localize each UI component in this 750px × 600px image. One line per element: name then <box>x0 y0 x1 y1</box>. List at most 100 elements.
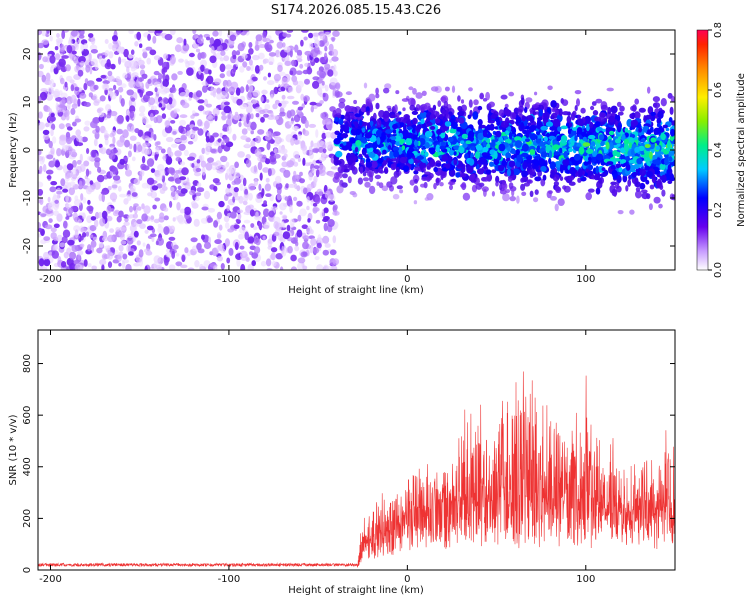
heatmap-cell <box>142 133 146 140</box>
heatmap-cell <box>289 70 294 75</box>
heatmap-cell <box>458 117 465 124</box>
heatmap-cell <box>586 123 590 132</box>
heatmap-cell <box>136 240 141 246</box>
heatmap-cell <box>87 156 92 161</box>
heatmap-cell <box>273 73 281 82</box>
heatmap-cell <box>670 128 675 137</box>
heatmap-cell <box>79 92 87 99</box>
heatmap-cell <box>50 227 57 233</box>
heatmap-cell <box>43 236 51 242</box>
heatmap-cell <box>55 97 63 102</box>
snr-x-axis-label: Height of straight line (km) <box>288 585 424 596</box>
heatmap-cell <box>175 253 180 257</box>
heatmap-cell <box>120 240 127 245</box>
heatmap-cell <box>171 250 176 259</box>
heatmap-cell <box>625 155 630 162</box>
heatmap-cell <box>419 162 424 171</box>
heatmap-cell <box>371 161 378 169</box>
heatmap-cell <box>38 258 45 267</box>
heatmap-cell <box>159 212 165 220</box>
heatmap-cell <box>502 193 510 202</box>
heatmap-cell <box>393 150 399 158</box>
heatmap-cell <box>395 140 401 147</box>
heatmap-cell <box>283 83 290 89</box>
heatmap-cell <box>421 90 427 97</box>
heatmap-cell <box>339 179 344 188</box>
heatmap-cell <box>188 97 192 101</box>
heatmap-cell <box>265 193 272 198</box>
heatmap-cell <box>174 138 182 143</box>
heatmap-cell <box>644 144 651 148</box>
heatmap-cell <box>307 218 311 223</box>
heatmap-cell <box>667 180 673 185</box>
heatmap-cell <box>610 181 617 186</box>
heatmap-cell <box>145 148 152 155</box>
heatmap-cell <box>495 181 499 187</box>
heatmap-cell <box>86 215 93 224</box>
heatmap-cell <box>280 220 285 227</box>
heatmap-cell <box>38 111 43 119</box>
heatmap-cell <box>101 236 109 242</box>
heatmap-cell <box>218 30 223 37</box>
heatmap-cell <box>369 175 374 183</box>
heatmap-cell <box>291 125 299 131</box>
heatmap-cell <box>122 129 129 139</box>
heatmap-cell <box>223 101 230 106</box>
heatmap-cell <box>399 138 405 144</box>
heatmap-cell <box>149 113 154 122</box>
heatmap-cell <box>521 143 529 152</box>
heatmap-cell <box>165 252 173 258</box>
heatmap-cell <box>123 48 129 58</box>
heatmap-cell <box>69 251 77 260</box>
heatmap-cell <box>509 196 516 202</box>
heatmap-cell <box>253 178 258 186</box>
heatmap-cell <box>40 213 47 218</box>
heatmap-cell <box>609 184 616 194</box>
heatmap-cell <box>223 105 232 114</box>
heatmap-cell <box>89 225 97 232</box>
heatmap-cell <box>170 186 175 193</box>
heatmap-cell <box>549 126 557 131</box>
heatmap-cell <box>142 51 148 59</box>
heatmap-cell <box>259 172 263 181</box>
heatmap-cell <box>209 55 217 64</box>
heatmap-cell <box>382 114 389 119</box>
heatmap-cell <box>86 148 90 154</box>
heatmap-cell <box>82 212 86 220</box>
heatmap-cell <box>85 168 90 177</box>
heatmap-cell <box>336 185 344 194</box>
heatmap-cell <box>207 157 214 163</box>
heatmap-cell <box>82 232 87 238</box>
heatmap-cell <box>89 44 98 51</box>
heatmap-cells <box>38 30 675 270</box>
heatmap-cell <box>162 153 167 162</box>
heatmap-cell <box>220 50 226 56</box>
heatmap-cell <box>296 80 304 89</box>
heatmap-cell <box>136 219 143 225</box>
heatmap-cell <box>112 210 119 217</box>
heatmap-cell <box>263 113 269 118</box>
heatmap-cell <box>590 141 596 147</box>
heatmap-cell <box>548 157 552 165</box>
heatmap-cell <box>502 179 506 186</box>
colorbar-ticks: 0.0 0.2 0.4 0.6 0.8 <box>708 22 724 278</box>
heatmap-cell <box>591 101 597 106</box>
heatmap-cell <box>319 33 326 40</box>
heatmap-cell <box>316 70 323 76</box>
heatmap-cell <box>392 123 398 130</box>
heatmap-cell <box>108 51 114 59</box>
heatmap-cell <box>342 173 348 179</box>
heatmap-cell <box>640 138 646 143</box>
heatmap-cell <box>166 241 174 250</box>
heatmap-cell <box>289 109 296 117</box>
heatmap-cell <box>94 211 100 220</box>
heatmap-cell <box>650 111 656 116</box>
heatmap-cell <box>590 105 595 111</box>
heatmap-cell <box>128 79 136 89</box>
heatmap-cell <box>377 158 384 164</box>
heatmap-cell <box>329 249 337 256</box>
heatmap-cell <box>233 187 239 193</box>
heatmap-cell <box>439 145 446 150</box>
heatmap-cell <box>117 253 122 262</box>
heatmap-cell <box>420 118 425 125</box>
